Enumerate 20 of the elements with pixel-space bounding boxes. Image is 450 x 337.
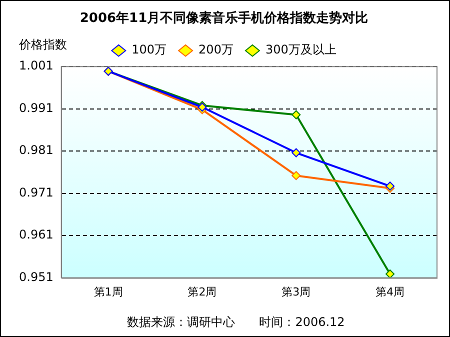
point	[292, 171, 301, 180]
x-tick-label: 第1周	[94, 285, 123, 298]
y-tick-label: 0.951	[18, 270, 54, 284]
y-tick-label: 0.971	[18, 185, 54, 200]
y-tick-label: 1.001	[18, 58, 54, 73]
legend-label: 100万	[132, 42, 167, 57]
x-tick-label: 第3周	[282, 285, 311, 298]
y-tick-label: 0.981	[18, 143, 54, 158]
y-axis-title: 价格指数	[18, 38, 67, 52]
x-tick-label: 第4周	[376, 285, 405, 298]
legend-label: 300万及以上	[265, 42, 336, 57]
y-tick-label: 0.961	[18, 228, 54, 242]
legend-label: 200万	[198, 42, 234, 57]
y-tick-label: 0.991	[18, 100, 54, 115]
point	[292, 148, 301, 158]
point	[292, 110, 301, 120]
source-note: 数据来源：调研中心 时间：2006.12	[127, 315, 345, 330]
point	[386, 270, 395, 278]
chart-title: 2006年11月不同像素音乐手机价格指数走势对比	[80, 10, 368, 26]
x-tick-label: 第2周	[188, 285, 217, 298]
